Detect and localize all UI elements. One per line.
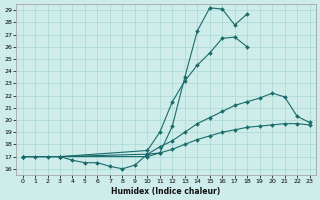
X-axis label: Humidex (Indice chaleur): Humidex (Indice chaleur) [111, 187, 221, 196]
